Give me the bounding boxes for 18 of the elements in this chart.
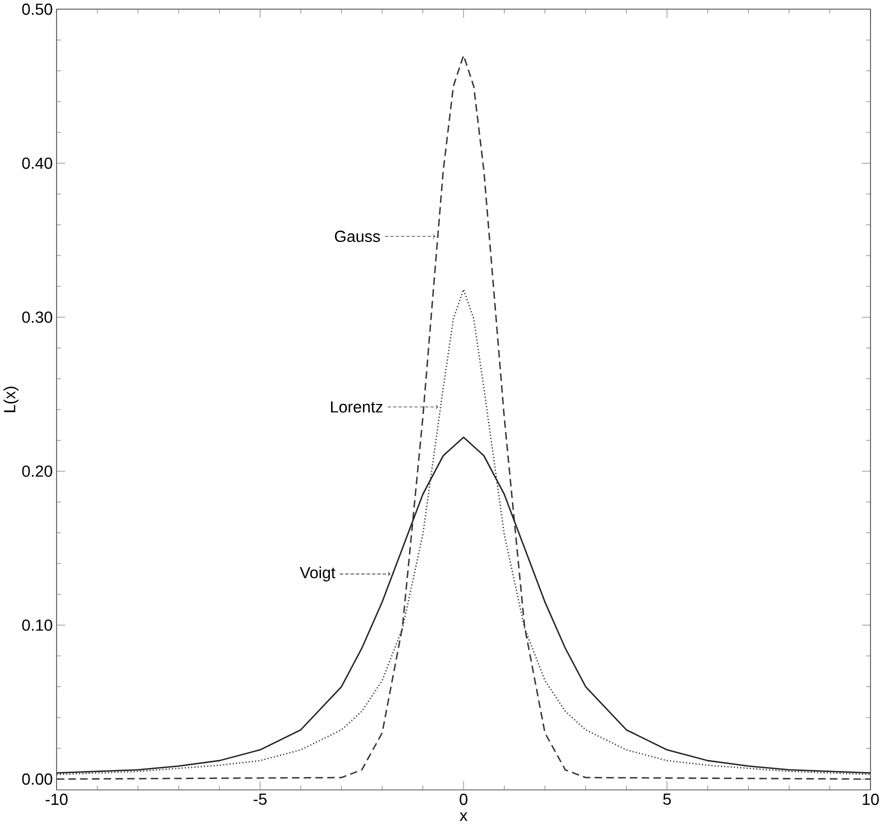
legend-label: Voigt — [300, 566, 336, 582]
x-tick-label: 0 — [460, 793, 468, 805]
x-tick-label: 5 — [663, 793, 671, 805]
legend-label: Gauss — [334, 230, 380, 242]
y-tick-label: 0.30 — [22, 311, 52, 323]
y-tick-label: 0.50 — [22, 3, 52, 15]
y-tick-label: 0.40 — [22, 157, 52, 169]
x-axis-title: x — [460, 812, 468, 821]
y-tick-label: 0.00 — [22, 773, 52, 785]
y-axis-title: L(x) — [4, 386, 19, 412]
x-tick-label: -10 — [46, 793, 68, 805]
x-tick-label: -5 — [254, 793, 267, 805]
line-series — [56, 436, 871, 774]
x-tick-label: 10 — [862, 793, 879, 805]
legend-label: Lorentz — [331, 401, 382, 412]
line-series — [56, 54, 871, 780]
y-tick-label: 0.10 — [22, 619, 52, 631]
y-tick-label: 0.20 — [22, 465, 52, 477]
